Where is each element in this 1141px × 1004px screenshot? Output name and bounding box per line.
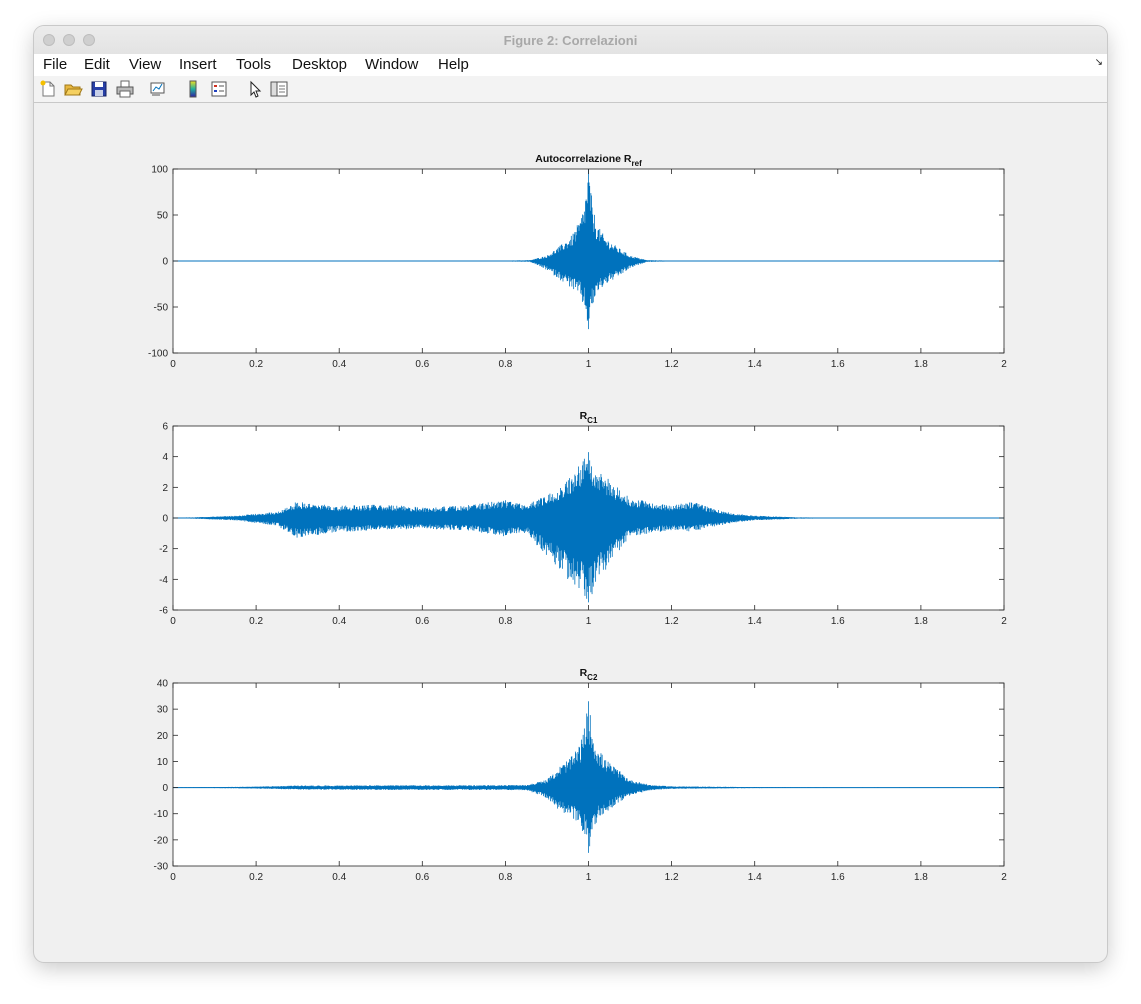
axes-title-subscript-ref: ref — [632, 159, 643, 168]
title-bar: Figure 2: Correlazioni — [34, 26, 1107, 54]
ytick-label-c2: 30 — [157, 705, 169, 716]
ytick-label-c2: 40 — [157, 679, 169, 690]
plot-area: 0 0.2 0.4 0.6 0.8 1 1.2 1.4 1.6 1.8 2 -100 -50 0 50 100… — [34, 103, 1107, 962]
ytick-label-ref: -100 — [148, 349, 168, 360]
axes-title-c1: RC1 — [580, 410, 598, 425]
xtick-label-c1: 0.8 — [498, 616, 512, 627]
colorbar-icon[interactable] — [183, 79, 203, 99]
xtick-label-ref: 0.8 — [498, 359, 512, 370]
xtick-label-ref: 0.4 — [332, 359, 346, 370]
new-figure-icon[interactable] — [38, 79, 58, 99]
subplots-canvas[interactable]: 0 0.2 0.4 0.6 0.8 1 1.2 1.4 1.6 1.8 2-100-50050100… — [34, 103, 1107, 962]
xtick-label-ref: 1.6 — [831, 359, 845, 370]
window-title: Figure 2: Correlazioni — [503, 33, 638, 48]
menu-help[interactable]: Help — [438, 56, 469, 73]
xtick-label-c1: 0.6 — [415, 616, 429, 627]
xtick-label-c2: 1 — [586, 872, 592, 883]
xtick-label-ref: 2 — [1001, 359, 1007, 370]
ytick-label-ref: -50 — [154, 303, 169, 314]
menu-window[interactable]: Window — [365, 56, 419, 73]
ytick-label-c1: 4 — [162, 452, 168, 463]
link-plot-icon[interactable] — [148, 79, 168, 99]
xtick-label-c1: 1.8 — [914, 616, 928, 627]
xtick-label-c1: 0 — [170, 616, 176, 627]
menu-tools[interactable]: Tools — [236, 56, 272, 73]
menu-bar: File Edit View Insert Tools Desktop Wind… — [34, 54, 1107, 76]
xtick-label-c1: 1 — [586, 616, 592, 627]
axes-title-main-c1: R — [580, 410, 588, 422]
minimize-window-button[interactable] — [63, 34, 75, 46]
ytick-label-c2: -30 — [154, 862, 169, 873]
xtick-label-c2: 1.4 — [748, 872, 762, 883]
ytick-label-c1: -4 — [159, 575, 168, 586]
xtick-label-c2: 1.2 — [665, 872, 679, 883]
ytick-label-c2: 0 — [162, 783, 168, 794]
axes-title-subscript-c1: C1 — [587, 416, 598, 425]
menu-view[interactable]: View — [129, 56, 162, 73]
xtick-label-c1: 0.2 — [249, 616, 263, 627]
xtick-label-ref: 1.4 — [748, 359, 762, 370]
menu-insert[interactable]: Insert — [179, 56, 217, 73]
axes-title-main-c2: R — [580, 667, 588, 679]
ytick-label-c1: 0 — [162, 514, 168, 525]
menu-edit[interactable]: Edit — [84, 56, 110, 73]
print-icon[interactable] — [115, 79, 135, 99]
figure-toolbar — [34, 76, 1107, 103]
ytick-label-c2: -20 — [154, 835, 169, 846]
ytick-label-c1: -2 — [159, 544, 168, 555]
xtick-label-c1: 1.2 — [665, 616, 679, 627]
save-icon[interactable] — [89, 79, 109, 99]
xtick-label-c2: 1.8 — [914, 872, 928, 883]
ytick-label-ref: 0 — [162, 257, 168, 268]
open-file-icon[interactable] — [63, 79, 83, 99]
pointer-icon[interactable] — [245, 79, 265, 99]
xtick-label-ref: 1.8 — [914, 359, 928, 370]
figure-window: Figure 2: Correlazioni File Edit View In… — [34, 26, 1107, 962]
close-window-button[interactable] — [43, 34, 55, 46]
menu-desktop[interactable]: Desktop — [292, 56, 348, 73]
legend-icon[interactable] — [209, 79, 229, 99]
xtick-label-c2: 0 — [170, 872, 176, 883]
xtick-label-c1: 1.4 — [748, 616, 762, 627]
axes-c2[interactable]: 0 0.2 0.4 0.6 0.8 1 1.2 1.4 1.6 1.8 2 -30 -20 -10 0 10 2… — [154, 667, 1008, 883]
ytick-label-c1: -6 — [159, 606, 168, 617]
ytick-label-c1: 2 — [162, 483, 168, 494]
toolstrip-arrow-icon[interactable]: ↘ — [1094, 57, 1103, 68]
ytick-label-c2: 10 — [157, 757, 169, 768]
xtick-label-ref: 0 — [170, 359, 176, 370]
xtick-label-ref: 0.2 — [249, 359, 263, 370]
axes-title-c2: RC2 — [580, 667, 598, 682]
axes-title-main-ref: Autocorrelazione R — [535, 153, 632, 165]
ytick-label-c1: 6 — [162, 422, 168, 433]
xtick-label-c1: 1.6 — [831, 616, 845, 627]
xtick-label-c2: 0.4 — [332, 872, 346, 883]
xtick-label-ref: 1.2 — [665, 359, 679, 370]
axes-title-ref: Autocorrelazione Rref — [535, 153, 642, 168]
xtick-label-c2: 0.8 — [498, 872, 512, 883]
xtick-label-c1: 2 — [1001, 616, 1007, 627]
axes-c1[interactable]: 0 0.2 0.4 0.6 0.8 1 1.2 1.4 1.6 1.8 2 -6 -4 -2 0 2 4 6 RC1 — [159, 410, 1007, 627]
xtick-label-c2: 1.6 — [831, 872, 845, 883]
xtick-label-c1: 0.4 — [332, 616, 346, 627]
axes-ref[interactable]: 0 0.2 0.4 0.6 0.8 1 1.2 1.4 1.6 1.8 2 -100 -50 0 50 100… — [148, 153, 1007, 370]
ytick-label-c2: 20 — [157, 731, 169, 742]
axes-title-subscript-c2: C2 — [587, 673, 598, 682]
xtick-label-c2: 0.6 — [415, 872, 429, 883]
property-inspector-icon[interactable] — [269, 79, 289, 99]
xtick-label-ref: 1 — [586, 359, 592, 370]
xtick-label-ref: 0.6 — [415, 359, 429, 370]
ytick-label-ref: 100 — [151, 165, 168, 176]
xtick-label-c2: 0.2 — [249, 872, 263, 883]
ytick-label-c2: -10 — [154, 809, 169, 820]
menu-file[interactable]: File — [43, 56, 68, 73]
zoom-window-button[interactable] — [83, 34, 95, 46]
ytick-label-ref: 50 — [157, 211, 169, 222]
xtick-label-c2: 2 — [1001, 872, 1007, 883]
